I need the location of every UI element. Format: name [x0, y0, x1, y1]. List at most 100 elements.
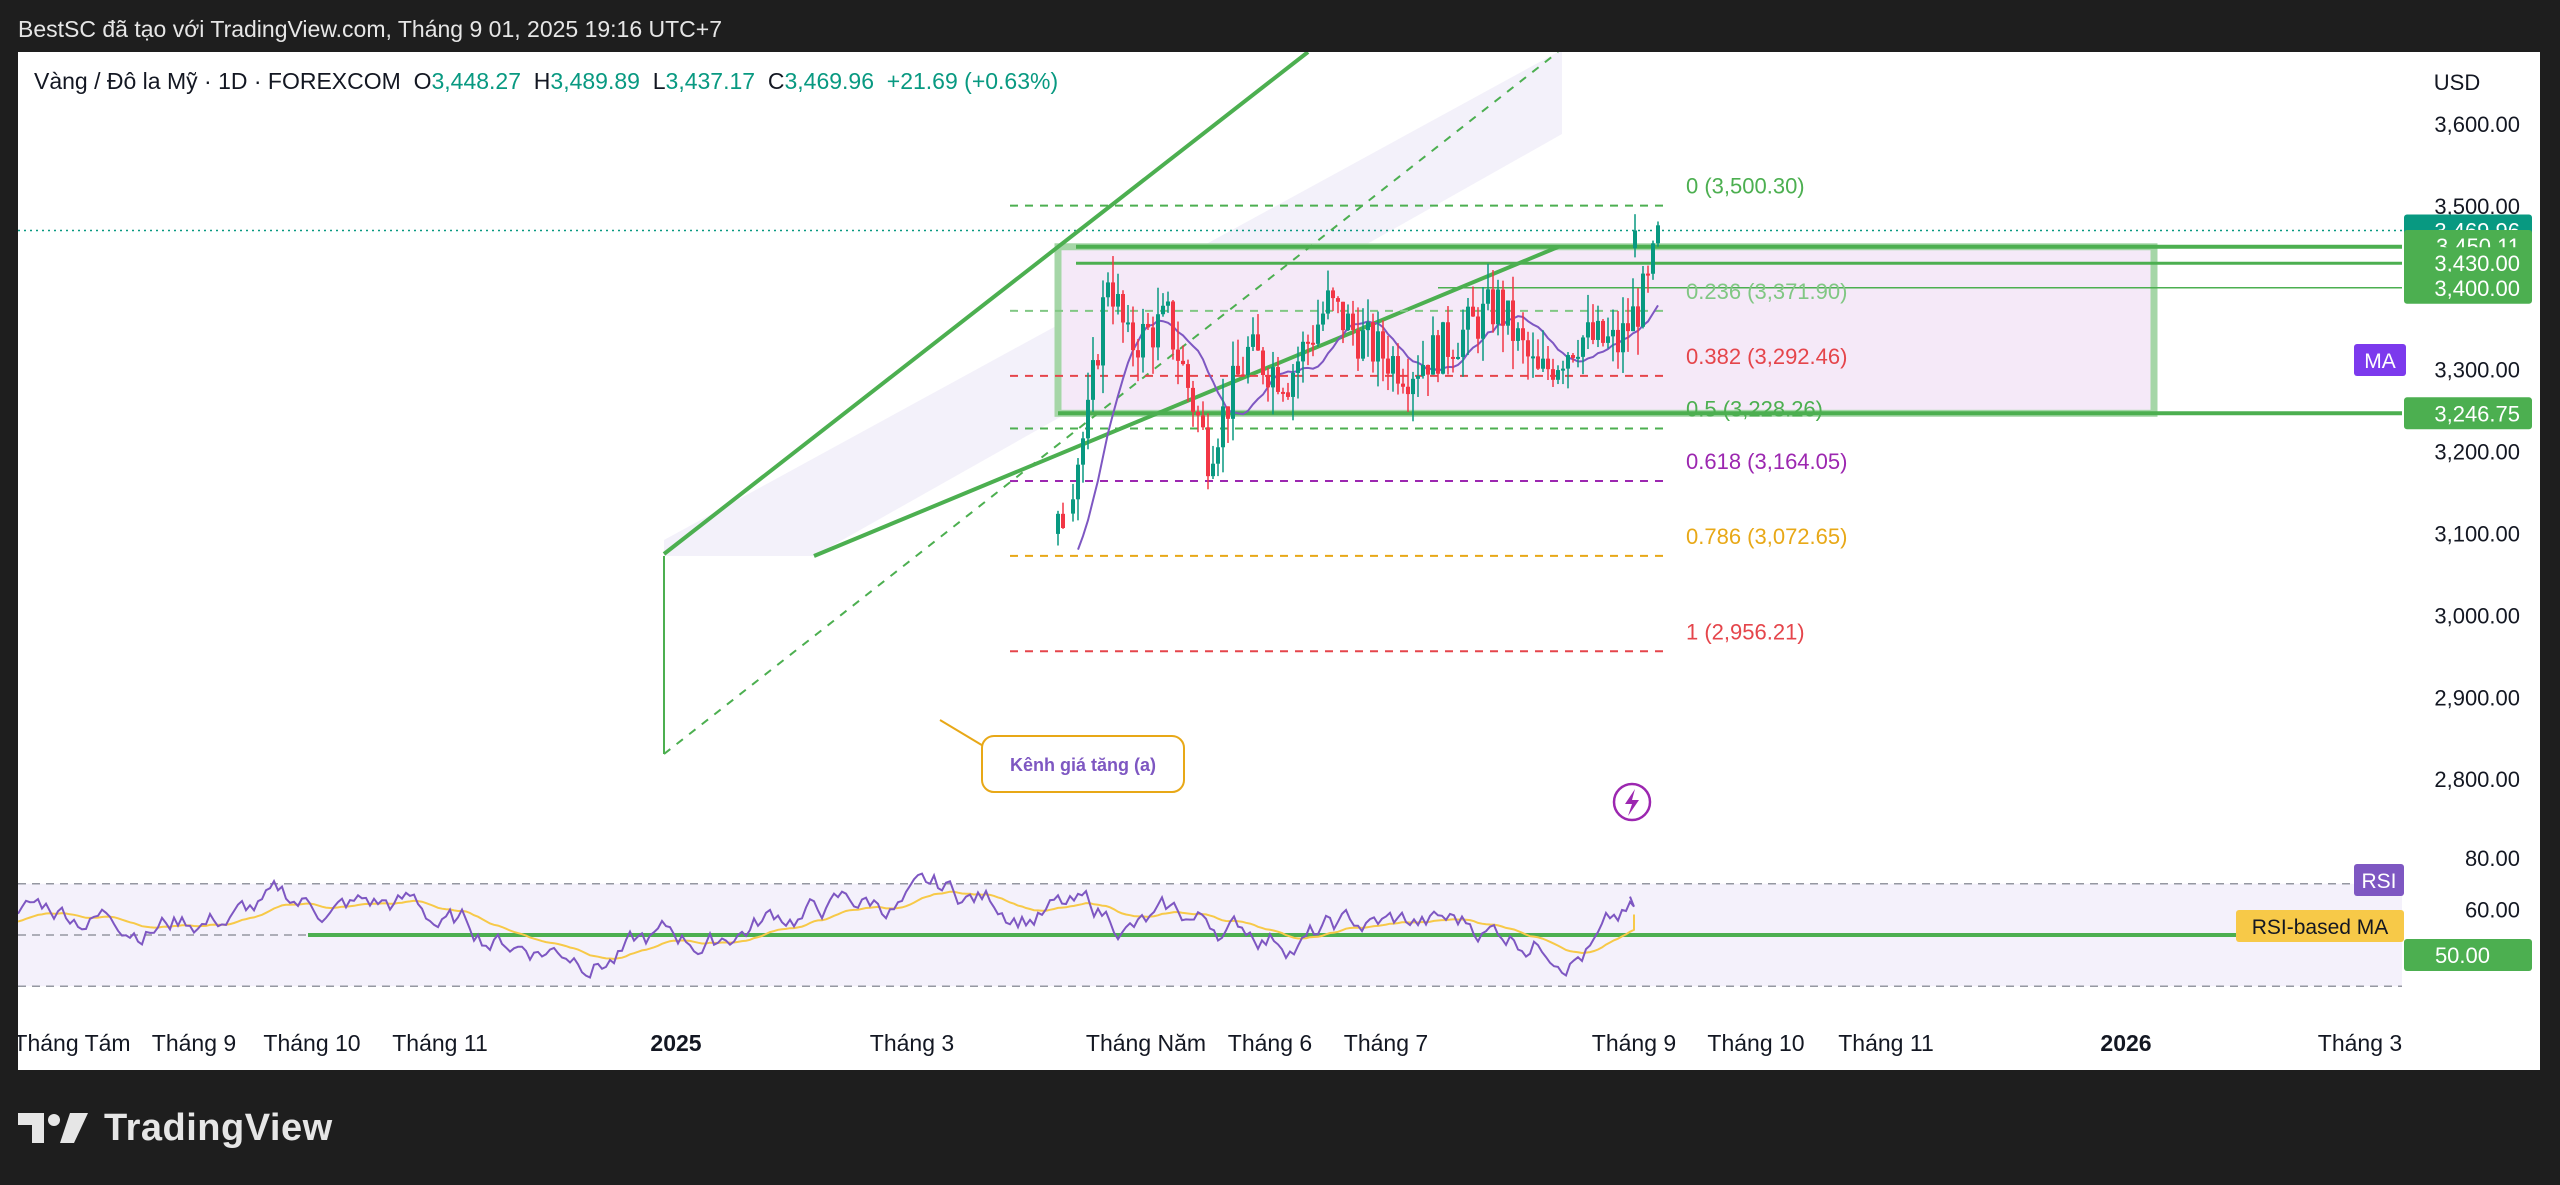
candle-body: [1391, 356, 1395, 374]
candle-body: [1276, 367, 1280, 392]
candle-body: [1201, 415, 1205, 428]
candle-body: [1346, 313, 1350, 331]
price-badge: [2404, 271, 2532, 304]
candle-body: [1311, 342, 1315, 345]
low-value: 3,437.17: [665, 68, 756, 94]
time-axis-label: 2026: [2100, 1030, 2151, 1056]
candle-body: [1401, 383, 1405, 387]
candle-body: [1221, 406, 1225, 448]
candle-body: [1326, 290, 1330, 314]
price-badge: [2404, 247, 2532, 280]
candle-body: [1411, 378, 1415, 395]
open-value: 3,448.27: [431, 68, 522, 94]
candle-body: [1586, 322, 1590, 338]
candle-body: [1601, 320, 1605, 343]
consolidation-box: [1058, 246, 2154, 414]
candle-body: [1371, 322, 1375, 362]
candle-body: [1226, 406, 1230, 419]
candle-body: [1111, 282, 1115, 307]
low-label: L: [652, 68, 666, 94]
close-label: C: [767, 68, 785, 94]
chart-panel[interactable]: 0 (3,500.30) 0.236 (3,371.90) 0.382 (3,292…: [18, 52, 2540, 1070]
rsi-legend-text: RSI: [2361, 870, 2396, 893]
candle-body: [1116, 294, 1120, 307]
candle-body: [1541, 358, 1545, 369]
candle-body: [1641, 273, 1645, 327]
candle-body: [1501, 289, 1505, 326]
candle-body: [1191, 387, 1195, 412]
candle-body: [1566, 355, 1570, 369]
currency-button[interactable]: USD: [2414, 64, 2500, 102]
channel-lower-line: [813, 245, 1559, 558]
candle-body: [1626, 323, 1630, 332]
symbol-name[interactable]: Vàng / Đô la Mỹ · 1D · FOREXCOM: [34, 68, 401, 94]
candle-body: [1081, 438, 1085, 465]
candle-body: [1366, 322, 1370, 331]
candle-body: [1421, 364, 1425, 376]
price-chart[interactable]: 0 (3,500.30) 0.236 (3,371.90) 0.382 (3,292…: [18, 52, 2540, 1070]
candle-body: [1086, 399, 1090, 439]
candle-body: [1136, 350, 1140, 358]
candle-body: [1306, 341, 1310, 344]
candle-body: [1106, 282, 1110, 298]
fib-label-6: 1 (2,956.21): [1686, 619, 1805, 644]
channel-annotation-box: [981, 735, 1185, 793]
candle-body: [1561, 368, 1565, 371]
candle-body: [1591, 322, 1595, 340]
candle-body: [1441, 322, 1445, 374]
time-axis-label: Tháng 9: [152, 1030, 236, 1056]
price-tick-label: 2,800.00: [2434, 767, 2520, 792]
symbol-header: Vàng / Đô la Mỹ · 1D · FOREXCOM O3,448.2…: [34, 68, 1058, 95]
candle-body: [1256, 334, 1260, 351]
candle-body: [1156, 314, 1160, 348]
candle-body: [1506, 300, 1510, 326]
candle-body: [1466, 306, 1470, 330]
candle-body: [1476, 316, 1480, 339]
price-badge: [2404, 397, 2532, 430]
price-tick-label: 3,600.00: [2434, 112, 2520, 137]
candle-body: [1236, 365, 1240, 375]
candle-body: [1361, 330, 1365, 359]
candle-body: [1571, 355, 1575, 358]
candle-body: [1356, 329, 1360, 359]
candle-body: [1376, 331, 1380, 362]
candle-body: [1596, 320, 1600, 340]
close-value: 3,469.96: [784, 68, 874, 94]
price-badge-text: 3,246.75: [2434, 401, 2520, 426]
candle-body: [1266, 375, 1270, 388]
rsi-tick-label: 80.00: [2465, 846, 2520, 871]
candle-body: [1181, 360, 1185, 365]
price-tick-label: 3,200.00: [2434, 440, 2520, 465]
high-value: 3,489.89: [550, 68, 640, 94]
candle-body: [1426, 364, 1430, 375]
fib-label-2: 0.382 (3,292.46): [1686, 344, 1847, 369]
time-axis-label: Tháng 11: [1838, 1030, 1933, 1056]
candle-body: [1436, 335, 1440, 374]
fib-label-5: 0.786 (3,072.65): [1686, 524, 1847, 549]
ma-legend-badge: [2354, 344, 2406, 376]
candle-body: [1166, 301, 1170, 306]
candle-body: [1556, 370, 1560, 380]
candle-body: [1396, 356, 1400, 384]
candle-body: [1576, 356, 1580, 359]
change-value: +21.69 (+0.63%): [886, 68, 1059, 94]
time-axis-label: Tháng Tám: [18, 1030, 131, 1056]
fib-label-0: 0 (3,500.30): [1686, 174, 1805, 199]
candle-body: [1461, 329, 1465, 357]
candle-body: [1121, 294, 1125, 323]
candle-body: [1141, 323, 1145, 358]
candle-body: [1231, 365, 1235, 419]
candle-body: [1606, 336, 1610, 343]
candle-body: [1621, 323, 1625, 353]
candle-body: [1611, 329, 1615, 337]
tradingview-logo-icon: [18, 1113, 88, 1143]
price-badge-text: 3,400.00: [2434, 276, 2520, 301]
candle-body: [1291, 372, 1295, 397]
candle-body: [1636, 306, 1640, 327]
candle-body: [1341, 301, 1345, 331]
candle-body: [1486, 289, 1490, 304]
candle-body: [1351, 313, 1355, 330]
chart-caption: BestSC đã tạo với TradingView.com, Tháng…: [18, 16, 723, 42]
candle-body: [1656, 225, 1660, 244]
candle-body: [1381, 331, 1385, 359]
